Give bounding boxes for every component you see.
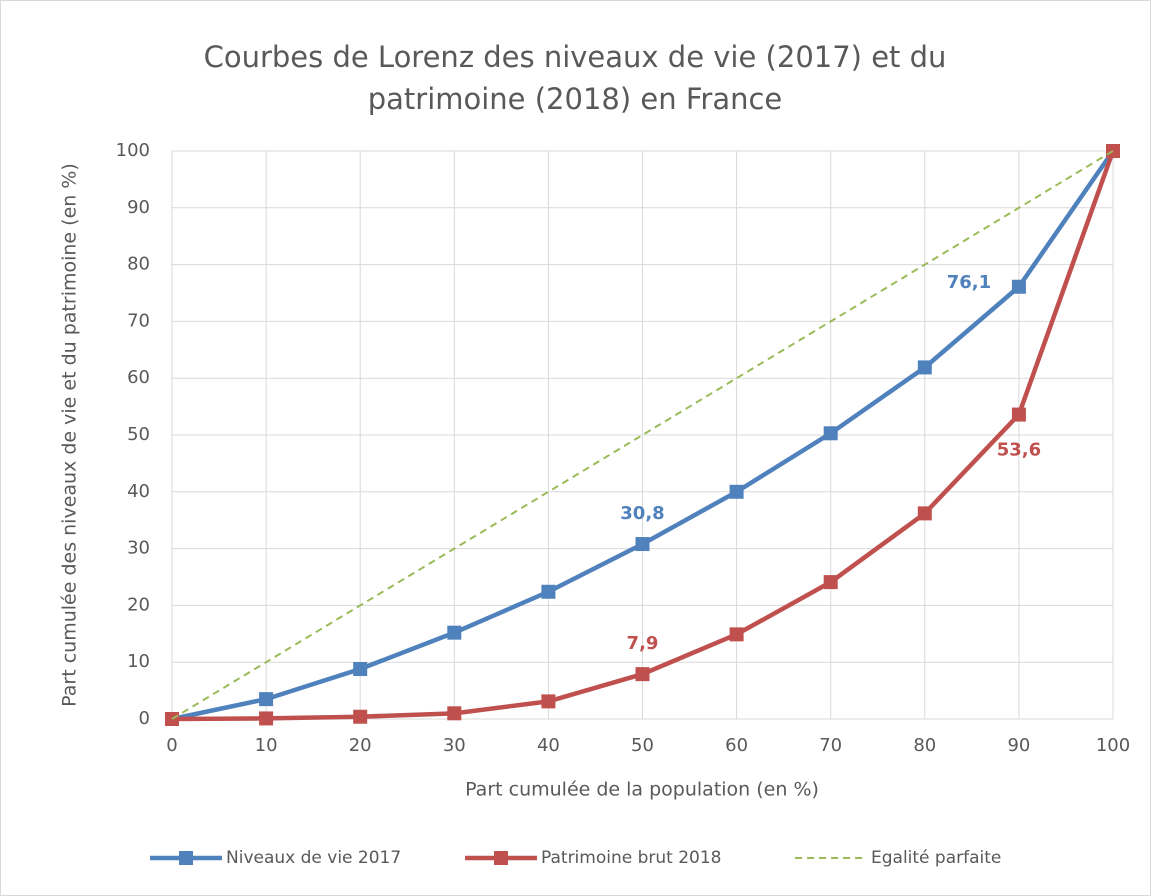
x-tick-label: 70 [819,735,842,756]
marker [1011,407,1026,422]
y-tick-label: 60 [127,367,150,388]
data-label: 76,1 [947,272,991,293]
marker [635,667,650,682]
marker [1106,144,1120,158]
x-tick-label: 50 [631,735,654,756]
marker [729,627,744,642]
marker [917,360,932,375]
marker [259,692,274,707]
marker [541,584,556,599]
legend-label: Niveaux de vie 2017 [226,848,401,868]
y-tick-label: 70 [127,310,150,331]
data-label: 30,8 [620,503,664,524]
y-tick-label: 0 [139,708,150,729]
y-tick-label: 30 [127,538,150,559]
series-line [171,150,1114,720]
marker [823,575,838,590]
x-tick-label: 60 [725,735,748,756]
marker [447,625,462,640]
marker [353,662,368,677]
data-label: 53,6 [997,440,1041,461]
y-tick-label: 10 [127,651,150,672]
x-tick-label: 80 [913,735,936,756]
legend-marker [179,851,193,865]
y-axis-label: Part cumulée des niveaux de vie et du pa… [58,163,81,707]
data-label: 7,9 [627,633,659,654]
x-tick-label: 100 [1096,735,1130,756]
x-axis-label: Part cumulée de la population (en %) [465,779,819,801]
marker [353,709,368,724]
marker [541,694,556,709]
x-tick-label: 0 [166,735,177,756]
marker [259,711,274,726]
y-tick-label: 50 [127,424,150,445]
y-tick-label: 20 [127,594,150,615]
marker [635,537,650,552]
legend-label: Patrimoine brut 2018 [541,848,722,868]
x-tick-label: 90 [1007,735,1030,756]
x-tick-label: 30 [443,735,466,756]
y-tick-label: 40 [127,481,150,502]
y-tick-label: 90 [127,197,150,218]
legend-marker [494,851,508,865]
legend-label: Egalité parfaite [871,848,1001,868]
marker [447,706,462,721]
x-tick-label: 10 [255,735,278,756]
x-tick-label: 20 [349,735,372,756]
marker [823,426,838,441]
x-tick-label: 40 [537,735,560,756]
marker [1011,279,1026,294]
y-tick-label: 100 [116,140,150,161]
marker [917,506,932,521]
y-tick-label: 80 [127,254,150,275]
marker [729,484,744,499]
chart-title: Courbes de Lorenz des niveaux de vie (20… [203,40,947,116]
